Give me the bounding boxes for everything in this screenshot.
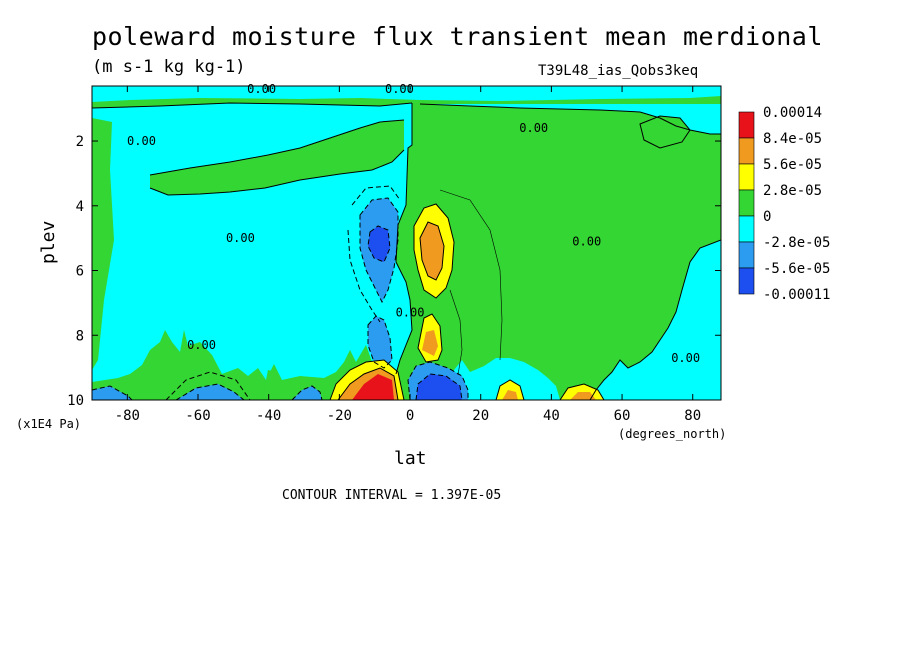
contour-interval: CONTOUR INTERVAL = 1.397E-05 — [282, 488, 502, 503]
region-top-band — [92, 86, 721, 102]
region-blue-surface-n — [416, 374, 462, 400]
x-tick-label: -60 — [185, 408, 210, 424]
x-tick-label: 80 — [684, 408, 701, 424]
region-cyan-mid-north — [420, 104, 721, 134]
colorbar-swatch — [738, 241, 755, 269]
contour-lines-solid — [92, 102, 721, 400]
region-blue-south-core — [368, 226, 390, 262]
colorbar-label: 8.4e-05 — [763, 131, 822, 147]
region-orange-north-upper — [420, 222, 444, 280]
x-axis-unit: (degrees_north) — [618, 427, 726, 441]
region-light-blue-surface-s — [176, 384, 244, 400]
colorbar-label: -2.8e-05 — [763, 235, 830, 251]
x-tick-label: -20 — [327, 408, 352, 424]
y-axis-title: plev — [38, 221, 59, 264]
colorbar-swatch — [738, 267, 755, 295]
colorbar-label: 2.8e-05 — [763, 183, 822, 199]
x-tick-label: 60 — [614, 408, 631, 424]
contour-label: 0.00 — [671, 351, 700, 365]
y-tick-label: 6 — [76, 264, 84, 280]
region-orange-surface-n2 — [570, 392, 596, 400]
y-tick-label: 4 — [76, 199, 84, 215]
contour-label: 0.00 — [247, 82, 276, 96]
contour-label: 0.00 — [396, 306, 425, 320]
colorbar-label: 0 — [763, 209, 771, 225]
colorbar-swatch — [738, 163, 755, 191]
contour-label: 0.00 — [187, 338, 216, 352]
y-tick-label: 8 — [76, 328, 84, 344]
colorbar-swatch — [738, 189, 755, 217]
colorbar-swatch — [738, 137, 755, 165]
colorbar-swatch — [738, 215, 755, 243]
y-axis: 2 4 6 8 10 — [67, 134, 721, 409]
x-axis-title: lat — [394, 448, 427, 469]
region-green-surface-south — [262, 370, 278, 400]
dataset-name: T39L48_ias_Qobs3keq — [538, 63, 699, 79]
contour-label: 0.00 — [519, 121, 548, 135]
region-orange-north-lower — [422, 330, 438, 356]
x-tick-label: 0 — [406, 408, 414, 424]
region-light-blue-surface-s3 — [292, 386, 322, 400]
colorbar-label: 0.00014 — [763, 105, 822, 121]
contour-lines-dashed — [92, 185, 469, 400]
plot-frame — [91, 85, 722, 401]
x-tick-label: -80 — [115, 408, 140, 424]
colorbar-label: -5.6e-05 — [763, 261, 830, 277]
y-tick-label: 2 — [76, 134, 84, 150]
region-yellow-surface-n1 — [496, 380, 524, 400]
region-orange-surface-n1 — [502, 390, 518, 400]
region-green-knob — [640, 116, 690, 148]
x-tick-label: -40 — [256, 408, 281, 424]
region-red-surface-s — [352, 374, 394, 400]
colorbar-legend: 0.00014 8.4e-05 5.6e-05 2.8e-05 0 -2.8e-05 -5.… — [738, 105, 830, 303]
chart-units: (m s-1 kg kg-1) — [92, 57, 246, 77]
region-green-lobe-south — [150, 120, 404, 195]
colorbar-label: -0.00011 — [763, 287, 830, 303]
x-tick-label: 40 — [543, 408, 560, 424]
colorbar-swatch — [738, 111, 755, 139]
x-axis: -80 -60 -40 -20 0 20 40 60 80 — [115, 86, 701, 424]
colorbar-label: 5.6e-05 — [763, 157, 822, 173]
y-tick-label: 10 — [67, 393, 84, 409]
filled-contours — [92, 86, 721, 400]
region-cyan-surface-mid — [450, 358, 560, 400]
chart-title: poleward moisture flux transient mean me… — [92, 22, 823, 51]
contour-label: 0.00 — [127, 134, 156, 148]
region-light-blue-surface-s2 — [92, 386, 132, 400]
contour-label: 0.00 — [226, 231, 255, 245]
contour-label: 0.00 — [572, 234, 601, 248]
region-green-stripe-pole — [92, 118, 114, 370]
x-tick-label: 20 — [472, 408, 489, 424]
region-light-blue-low — [368, 316, 392, 368]
region-cyan-east — [590, 240, 721, 400]
y-axis-unit: (x1E4 Pa) — [16, 417, 81, 431]
